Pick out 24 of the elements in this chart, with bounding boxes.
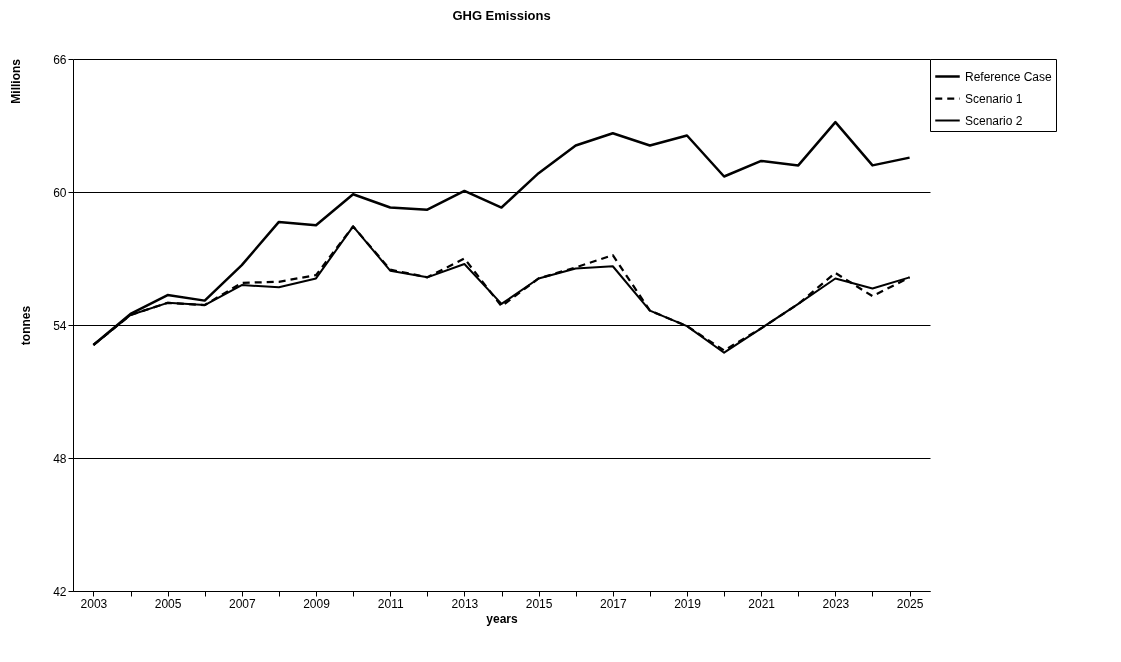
text: Millions — [9, 58, 23, 104]
x-tick-label: 2013 — [451, 596, 479, 611]
y-tick-label: 48 — [53, 451, 67, 466]
legend-label: Scenario 2 — [965, 113, 1023, 128]
x-tick-label: 2017 — [599, 596, 627, 611]
legend-label: Scenario 1 — [965, 91, 1023, 106]
x-tick-label: 2005 — [154, 596, 182, 611]
y-axis-title: tonnes — [19, 305, 34, 346]
y-tick-label: 66 — [53, 52, 67, 67]
x-tick-label: 2011 — [377, 596, 404, 611]
x-tick-label: 2003 — [80, 596, 108, 611]
x-tick-label: 2009 — [303, 596, 331, 611]
x-tick-label: 2019 — [674, 596, 702, 611]
legend-label: Reference Case — [965, 69, 1053, 84]
y-tick-label: 60 — [53, 185, 67, 200]
x-tick-label: 2015 — [525, 596, 553, 611]
y-tick-label: 54 — [53, 318, 67, 333]
y-tick-label: 42 — [53, 584, 67, 599]
x-tick-label: 2025 — [896, 596, 924, 611]
x-tick-label: 2023 — [822, 596, 850, 611]
x-axis-title: years — [486, 611, 518, 626]
chart-title: GHG Emissions — [452, 8, 551, 23]
x-tick-label: 2007 — [228, 596, 256, 611]
x-tick-label: 2021 — [748, 596, 776, 611]
